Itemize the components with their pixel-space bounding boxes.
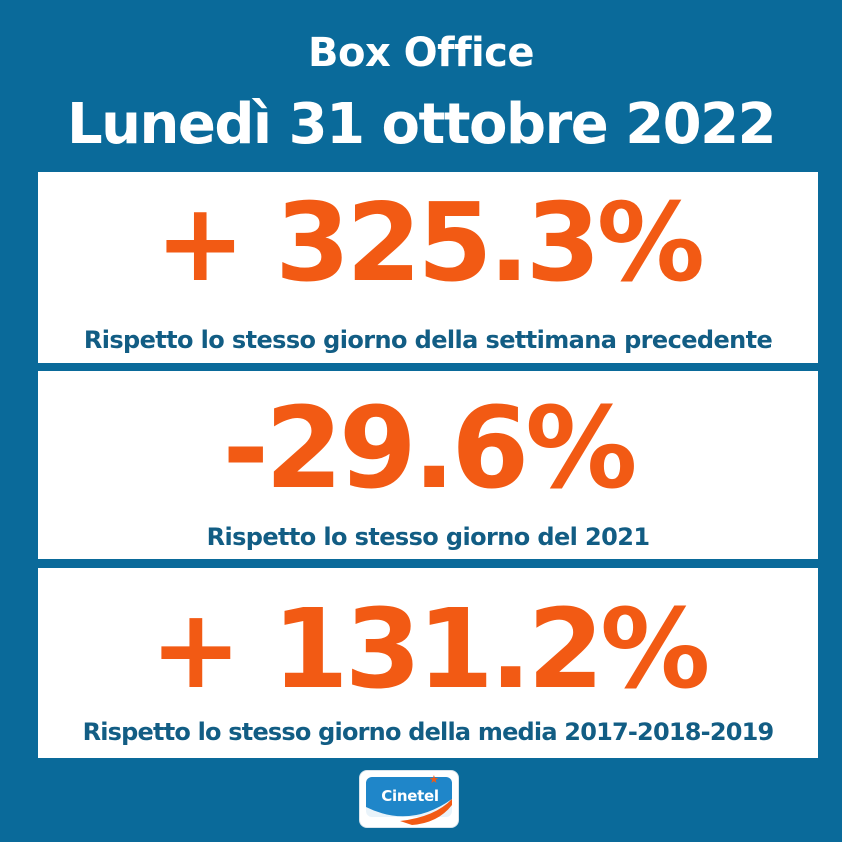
logo-text: Cinetel bbox=[381, 787, 439, 805]
stat-panel-week: + 325.3% Rispetto lo stesso giorno della… bbox=[38, 172, 818, 363]
logo-mark bbox=[366, 777, 452, 825]
stat-caption: Rispetto lo stesso giorno del 2021 bbox=[206, 523, 650, 551]
stat-value: -29.6% bbox=[222, 384, 637, 514]
stat-caption: Rispetto lo stesso giorno della settiman… bbox=[83, 326, 773, 354]
stat-value: + 131.2% bbox=[149, 585, 711, 713]
star-icon: ★ bbox=[429, 773, 439, 786]
stat-value: + 325.3% bbox=[155, 181, 705, 306]
cinetel-logo: Cinetel ★ bbox=[359, 770, 459, 828]
stat-panel-average: + 131.2% Rispetto lo stesso giorno della… bbox=[38, 568, 818, 758]
stat-caption: Rispetto lo stesso giorno della media 20… bbox=[82, 718, 775, 746]
header-date: Lunedì 31 ottobre 2022 bbox=[66, 92, 777, 157]
header-title: Box Office bbox=[307, 30, 535, 76]
stat-panel-year: -29.6% Rispetto lo stesso giorno del 202… bbox=[38, 371, 818, 559]
